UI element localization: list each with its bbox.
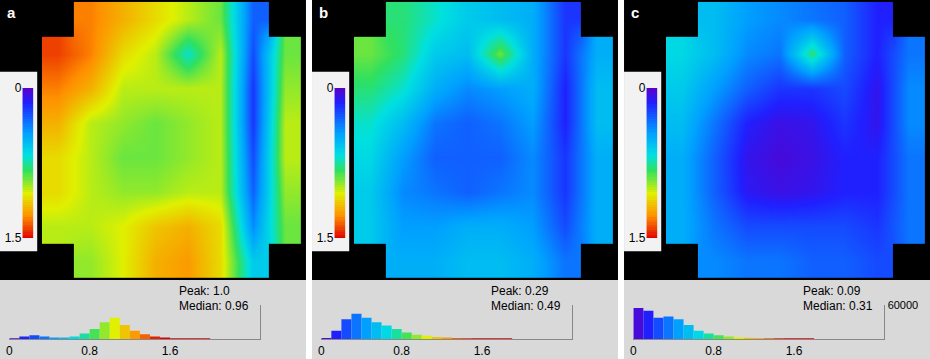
- svg-text:1.5: 1.5: [317, 231, 334, 245]
- svg-text:0.8: 0.8: [705, 344, 722, 358]
- svg-text:1.6: 1.6: [474, 344, 491, 358]
- svg-text:1.6: 1.6: [162, 344, 179, 358]
- svg-text:Median: 0.49: Median: 0.49: [491, 299, 561, 313]
- svg-text:0.8: 0.8: [81, 344, 98, 358]
- svg-text:1.5: 1.5: [5, 231, 22, 245]
- svg-text:a: a: [7, 4, 16, 21]
- svg-text:Median: 0.96: Median: 0.96: [179, 299, 249, 313]
- svg-text:0: 0: [630, 344, 637, 358]
- svg-text:1.5: 1.5: [629, 231, 646, 245]
- svg-text:0: 0: [318, 344, 325, 358]
- svg-text:c: c: [631, 4, 639, 21]
- svg-text:Peak: 0.09: Peak: 0.09: [803, 284, 861, 298]
- svg-text:Peak: 1.0: Peak: 1.0: [179, 284, 230, 298]
- svg-text:1.6: 1.6: [786, 344, 803, 358]
- svg-text:0: 0: [15, 81, 22, 95]
- svg-text:Peak: 0.29: Peak: 0.29: [491, 284, 549, 298]
- svg-text:0: 0: [639, 81, 646, 95]
- svg-text:60000: 60000: [888, 299, 919, 311]
- svg-text:b: b: [319, 4, 328, 21]
- svg-text:0.8: 0.8: [393, 344, 410, 358]
- svg-text:0: 0: [6, 344, 13, 358]
- svg-text:0: 0: [327, 81, 334, 95]
- svg-text:Median: 0.31: Median: 0.31: [803, 299, 873, 313]
